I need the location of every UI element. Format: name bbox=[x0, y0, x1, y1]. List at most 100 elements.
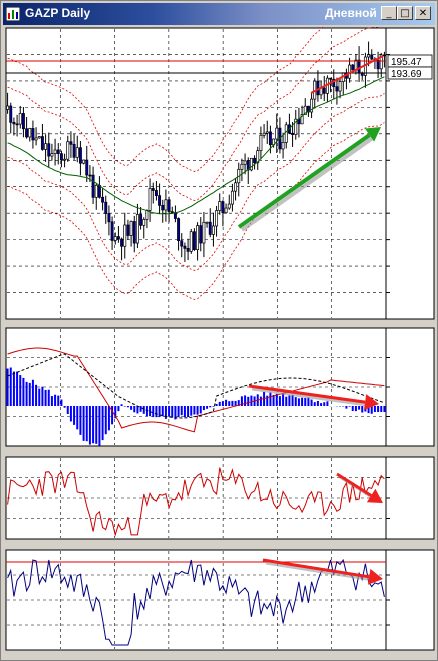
lower-oscillator-panel[interactable] bbox=[5, 549, 435, 651]
bear-candle bbox=[9, 105, 13, 123]
bear-candle bbox=[88, 174, 92, 177]
bull-candle bbox=[164, 199, 168, 211]
bear-candle bbox=[177, 218, 181, 242]
maximize-button[interactable]: □ bbox=[397, 6, 413, 20]
macd-panel[interactable] bbox=[5, 327, 435, 447]
bull-candle bbox=[259, 134, 263, 152]
bull-candle bbox=[202, 221, 206, 244]
bear-candle bbox=[357, 59, 361, 74]
bull-candle bbox=[196, 225, 200, 251]
bear-candle bbox=[59, 153, 63, 161]
bear-candle bbox=[31, 128, 35, 141]
green-up-arrow-shadow bbox=[240, 136, 374, 232]
bull-candle bbox=[300, 114, 304, 125]
bull-candle bbox=[243, 160, 247, 165]
bear-candle bbox=[382, 54, 386, 57]
bull-candle bbox=[205, 221, 209, 224]
bear-candle bbox=[21, 113, 25, 130]
bear-candle bbox=[47, 143, 51, 157]
timeframe-label: Дневной bbox=[325, 6, 377, 20]
bull-candle bbox=[28, 128, 32, 138]
bear-candle bbox=[78, 147, 82, 164]
red-down-arrow-osc bbox=[336, 472, 372, 497]
bear-candle bbox=[56, 149, 60, 154]
bear-candle bbox=[154, 190, 158, 196]
title-bar[interactable]: GAZP Daily Дневной _ □ ✕ bbox=[3, 3, 435, 25]
bull-candle bbox=[53, 149, 57, 154]
price-label-lower: 193.69 bbox=[391, 69, 422, 80]
bull-candle bbox=[148, 188, 152, 211]
minimize-button[interactable]: _ bbox=[381, 6, 397, 20]
bear-candle bbox=[40, 136, 44, 150]
bear-candle bbox=[167, 199, 171, 212]
bull-candle bbox=[129, 221, 133, 236]
bull-candle bbox=[240, 163, 244, 170]
bull-candle bbox=[123, 224, 127, 247]
bull-candle bbox=[211, 225, 215, 235]
close-button[interactable]: ✕ bbox=[415, 6, 431, 20]
bear-candle bbox=[221, 201, 225, 214]
red-down-arrow-lower-head bbox=[367, 568, 383, 585]
signal-line bbox=[7, 353, 385, 419]
window-title: GAZP Daily bbox=[25, 6, 91, 20]
bull-candle bbox=[63, 158, 67, 161]
red-down-arrow-lower-shadow bbox=[265, 561, 373, 582]
bear-candle bbox=[72, 143, 76, 158]
red-down-arrow-macd-head bbox=[364, 394, 379, 411]
bull-candle bbox=[294, 118, 298, 135]
bear-candle bbox=[161, 205, 165, 211]
bull-candle bbox=[50, 153, 54, 157]
bull-candle bbox=[265, 131, 269, 134]
bull-candle bbox=[18, 113, 22, 125]
bear-candle bbox=[85, 159, 89, 176]
price-label-upper: 195.47 bbox=[391, 57, 422, 68]
bull-candle bbox=[94, 184, 98, 198]
bull-candle bbox=[215, 210, 219, 227]
bull-candle bbox=[44, 143, 48, 150]
bear-candle bbox=[322, 87, 326, 94]
bull-candle bbox=[145, 210, 149, 220]
bull-candle bbox=[310, 98, 314, 113]
oscillator-panel[interactable] bbox=[5, 456, 435, 540]
bear-candle bbox=[186, 248, 190, 252]
bear-candle bbox=[15, 123, 19, 126]
bull-candle bbox=[379, 54, 383, 70]
bear-candle bbox=[116, 236, 120, 240]
red-down-arrow-macd bbox=[248, 384, 366, 404]
bull-candle bbox=[113, 236, 117, 241]
lower-oscillator-panel-scale bbox=[385, 549, 435, 651]
bull-candle bbox=[348, 64, 352, 79]
bull-candle bbox=[34, 137, 38, 141]
bear-candle bbox=[370, 54, 374, 60]
macd-line bbox=[7, 347, 385, 433]
bear-candle bbox=[335, 86, 339, 92]
bear-candle bbox=[253, 157, 257, 164]
red-down-arrow-macd-shadow bbox=[251, 387, 369, 407]
oscillator-line bbox=[7, 467, 385, 537]
bull-candle bbox=[249, 157, 253, 171]
bollinger-outer-lower bbox=[7, 122, 385, 300]
bear-candle bbox=[158, 195, 162, 206]
bear-candle bbox=[170, 211, 174, 213]
bull-candle bbox=[234, 182, 238, 192]
bull-candle bbox=[224, 207, 228, 214]
bollinger-outer-upper bbox=[7, 27, 324, 172]
bear-candle bbox=[329, 77, 333, 80]
bear-candle bbox=[306, 105, 310, 113]
bear-candle bbox=[110, 221, 114, 241]
bull-candle bbox=[75, 147, 79, 158]
oscillator-panel-scale bbox=[385, 456, 435, 540]
bollinger-upper bbox=[7, 27, 380, 201]
bull-candle bbox=[262, 132, 266, 136]
bull-candle bbox=[6, 105, 10, 110]
bear-candle bbox=[25, 128, 29, 138]
bull-candle bbox=[367, 54, 371, 58]
red-down-arrow-osc-head bbox=[366, 488, 383, 503]
price-label-box-lower bbox=[387, 66, 433, 80]
bull-candle bbox=[37, 136, 41, 139]
bear-candle bbox=[120, 238, 124, 247]
bull-candle bbox=[227, 203, 231, 209]
bear-candle bbox=[183, 245, 187, 249]
